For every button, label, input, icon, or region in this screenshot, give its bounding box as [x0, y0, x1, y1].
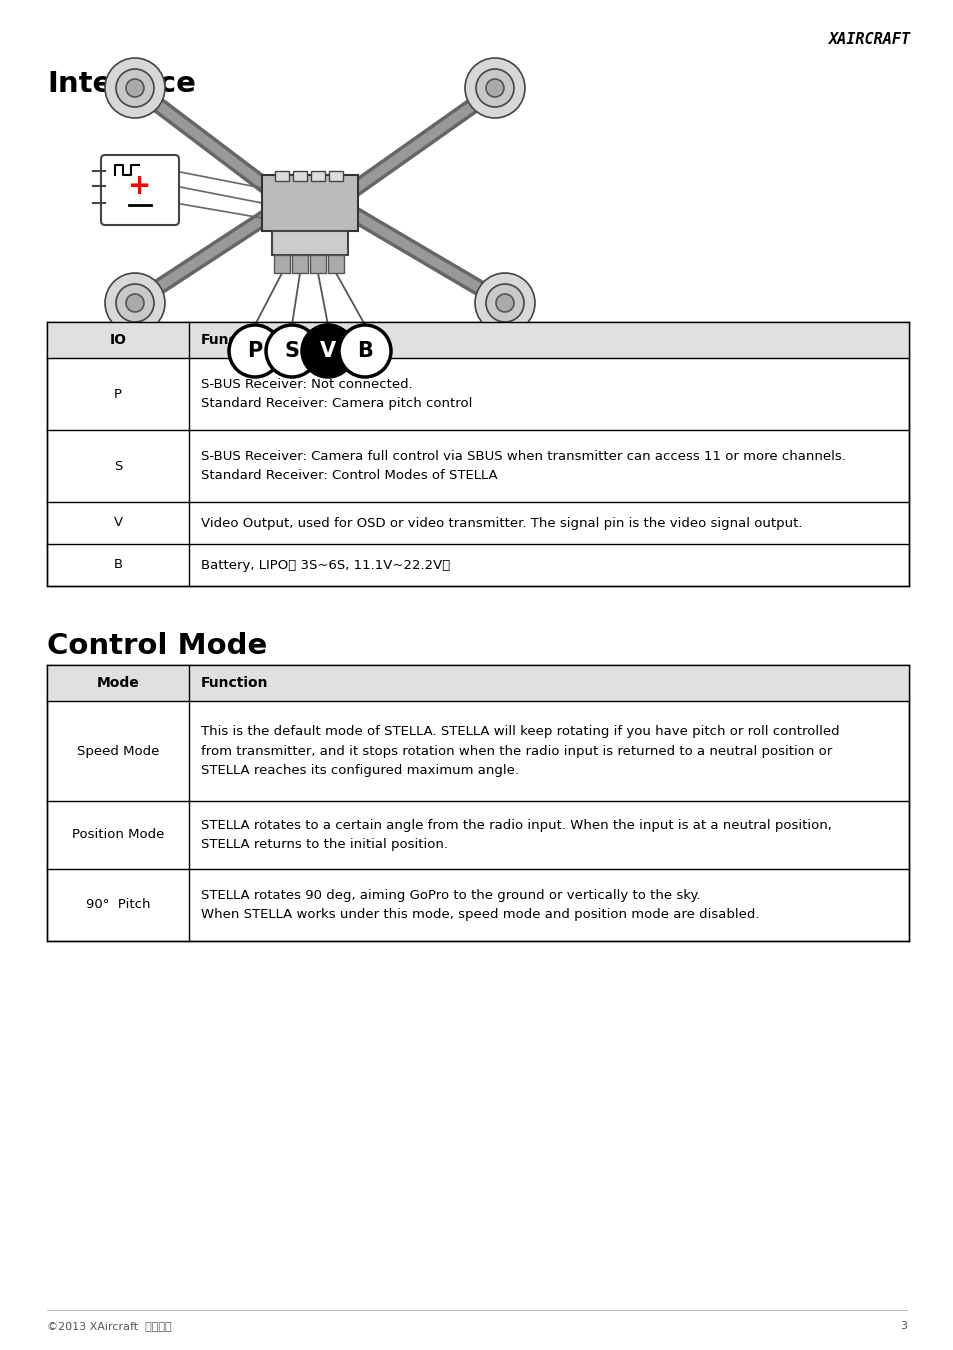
Text: S-BUS Receiver: Not connected.: S-BUS Receiver: Not connected.: [201, 378, 413, 390]
Bar: [47, 323, 908, 358]
Text: S-BUS Receiver: Camera full control via SBUS when transmitter can access 11 or m: S-BUS Receiver: Camera full control via …: [201, 450, 845, 463]
Text: B: B: [356, 342, 373, 360]
Text: 3: 3: [899, 1322, 906, 1331]
Text: Function: Function: [201, 333, 269, 347]
Bar: [311, 171, 325, 181]
Bar: [293, 171, 307, 181]
Circle shape: [116, 284, 153, 323]
Bar: [274, 255, 290, 273]
Bar: [47, 323, 908, 586]
Text: Standard Receiver: Camera pitch control: Standard Receiver: Camera pitch control: [201, 397, 472, 410]
Text: Mode: Mode: [96, 676, 139, 690]
Text: When STELLA works under this mode, speed mode and position mode are disabled.: When STELLA works under this mode, speed…: [201, 909, 759, 921]
Text: STELLA returns to the initial position.: STELLA returns to the initial position.: [201, 838, 448, 852]
Circle shape: [126, 294, 144, 312]
Text: ©2013 XAircraft  版权所有: ©2013 XAircraft 版权所有: [47, 1322, 172, 1331]
Text: Speed Mode: Speed Mode: [77, 744, 159, 757]
Bar: [262, 176, 357, 231]
Text: STELLA reaches its configured maximum angle.: STELLA reaches its configured maximum an…: [201, 764, 518, 778]
Circle shape: [496, 294, 514, 312]
Circle shape: [116, 69, 153, 107]
Text: P: P: [247, 342, 262, 360]
Text: from transmitter, and it stops rotation when the radio input is returned to a ne: from transmitter, and it stops rotation …: [201, 744, 832, 757]
Bar: [310, 255, 326, 273]
Bar: [328, 255, 344, 273]
Text: S: S: [284, 342, 299, 360]
Bar: [274, 171, 289, 181]
Circle shape: [464, 58, 524, 117]
Text: Battery, LIPO（ 3S~6S, 11.1V~22.2V）: Battery, LIPO（ 3S~6S, 11.1V~22.2V）: [201, 559, 450, 571]
Bar: [292, 255, 308, 273]
FancyBboxPatch shape: [101, 155, 179, 225]
Text: STELLA rotates 90 deg, aiming GoPro to the ground or vertically to the sky.: STELLA rotates 90 deg, aiming GoPro to t…: [201, 888, 700, 902]
Text: Position Mode: Position Mode: [71, 829, 164, 841]
Text: V: V: [113, 517, 123, 529]
Circle shape: [475, 273, 535, 333]
Circle shape: [229, 325, 281, 377]
Text: Video Output, used for OSD or video transmitter. The signal pin is the video sig: Video Output, used for OSD or video tran…: [201, 517, 801, 529]
Bar: [47, 666, 908, 701]
Text: B: B: [113, 559, 123, 571]
Text: Standard Receiver: Control Modes of STELLA: Standard Receiver: Control Modes of STEL…: [201, 470, 497, 482]
Circle shape: [476, 69, 514, 107]
Text: XAIRCRAFT: XAIRCRAFT: [827, 32, 909, 47]
Text: 90°  Pitch: 90° Pitch: [86, 899, 151, 911]
Text: IO: IO: [110, 333, 127, 347]
Text: Control Mode: Control Mode: [47, 632, 267, 660]
Circle shape: [338, 325, 391, 377]
Text: V: V: [319, 342, 335, 360]
Bar: [105, 159, 174, 221]
Bar: [272, 231, 348, 255]
Circle shape: [126, 80, 144, 97]
Circle shape: [105, 58, 165, 117]
Text: S: S: [113, 459, 122, 472]
Circle shape: [485, 80, 503, 97]
Circle shape: [266, 325, 317, 377]
Text: P: P: [114, 387, 122, 401]
Circle shape: [302, 325, 354, 377]
Text: Interface: Interface: [47, 70, 195, 99]
Bar: [47, 666, 908, 941]
Text: STELLA rotates to a certain angle from the radio input. When the input is at a n: STELLA rotates to a certain angle from t…: [201, 818, 831, 832]
Circle shape: [485, 284, 523, 323]
Text: +: +: [128, 171, 152, 200]
Text: This is the default mode of STELLA. STELLA will keep rotating if you have pitch : This is the default mode of STELLA. STEL…: [201, 725, 839, 738]
Bar: [329, 171, 343, 181]
Text: Function: Function: [201, 676, 269, 690]
Circle shape: [105, 273, 165, 333]
